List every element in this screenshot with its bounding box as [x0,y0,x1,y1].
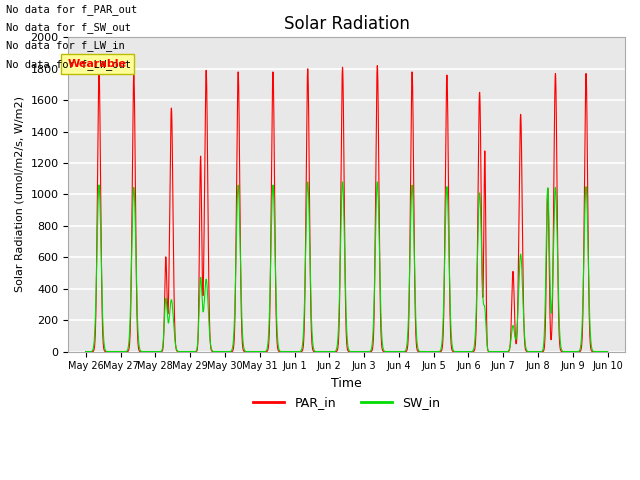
Text: No data for f_SW_out: No data for f_SW_out [6,22,131,33]
Text: No data for f_LW_in: No data for f_LW_in [6,40,125,51]
Y-axis label: Solar Radiation (umol/m2/s, W/m2): Solar Radiation (umol/m2/s, W/m2) [15,96,25,292]
Title: Solar Radiation: Solar Radiation [284,15,410,33]
Legend: PAR_in, SW_in: PAR_in, SW_in [248,391,445,414]
X-axis label: Time: Time [332,377,362,390]
Text: No data for f_LW_out: No data for f_LW_out [6,59,131,70]
Text: Wearable: Wearable [68,60,127,69]
Text: No data for f_PAR_out: No data for f_PAR_out [6,4,138,15]
